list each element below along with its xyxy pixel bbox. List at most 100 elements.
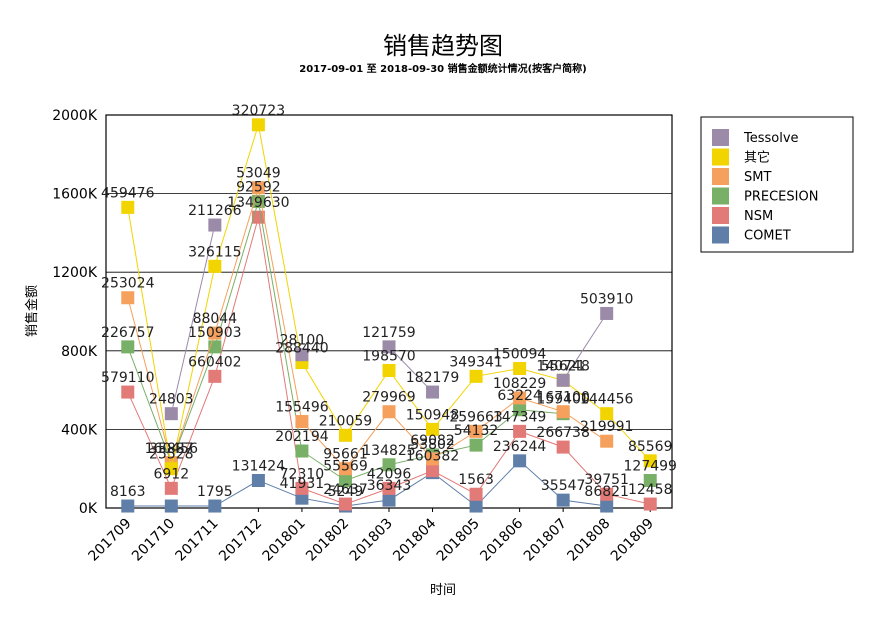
data-point — [513, 361, 527, 375]
data-point — [208, 326, 222, 340]
data-label: 1563 — [458, 472, 494, 488]
series-smt — [121, 181, 614, 476]
data-point — [513, 391, 527, 405]
data-label: 54132 — [454, 423, 499, 439]
x-tick-label: 201801 — [260, 516, 309, 565]
data-label: 39751 — [584, 472, 629, 488]
y-tick-label: 800K — [61, 344, 98, 360]
legend-label: NSM — [744, 209, 773, 224]
data-label: 202194 — [275, 429, 329, 445]
data-point — [295, 491, 309, 505]
legend-label: PRECESION — [744, 190, 818, 205]
data-label: 41931 — [280, 476, 325, 492]
data-label: 12458 — [628, 482, 673, 498]
data-label: 127499 — [624, 458, 677, 474]
x-axis-title: 时间 — [430, 583, 456, 598]
y-tick-label: 1600K — [52, 187, 98, 203]
data-point — [382, 405, 396, 419]
data-label: 159400 — [536, 392, 589, 408]
series-line — [127, 187, 607, 470]
legend-swatch — [712, 226, 729, 244]
data-label: 150903 — [188, 325, 241, 341]
data-point — [556, 440, 570, 454]
data-point — [295, 481, 309, 495]
legend-swatch — [712, 187, 729, 205]
data-point — [382, 458, 396, 472]
x-tick-labels: 2017092017102017112017122018012018022018… — [85, 508, 657, 565]
data-label: 63224 — [497, 388, 542, 404]
data-label: 219991 — [580, 419, 633, 435]
data-label: 86821 — [584, 484, 629, 500]
legend: Tessolve 其它 SMT PRECESION NSM COMET — [700, 116, 854, 253]
data-point — [121, 385, 135, 399]
data-label: 155496 — [275, 400, 329, 416]
data-point — [643, 497, 657, 511]
data-label: 349341 — [449, 354, 502, 370]
data-label: 69082 — [410, 433, 455, 449]
data-point — [600, 487, 614, 501]
data-label: 36343 — [367, 478, 412, 494]
data-label: 55569 — [323, 458, 368, 474]
data-label: 1795 — [197, 484, 233, 500]
data-point — [208, 369, 222, 383]
data-label: 160456 — [145, 441, 199, 457]
data-point — [251, 181, 265, 195]
data-label: 55621 — [541, 358, 586, 374]
data-label: 121759 — [362, 325, 415, 341]
data-point — [121, 200, 135, 214]
data-point — [208, 499, 222, 513]
data-label: 279969 — [362, 390, 415, 406]
y-tick-label: 400K — [61, 422, 98, 438]
data-label: 1349630 — [227, 195, 289, 211]
data-label: 211266 — [188, 203, 242, 219]
data-point — [121, 499, 135, 513]
legend-swatch — [712, 148, 729, 166]
data-point — [251, 118, 265, 132]
series-layer — [121, 118, 657, 513]
data-label: 88044 — [193, 311, 238, 327]
x-tick-label: 201809 — [608, 516, 657, 565]
data-point — [382, 481, 396, 495]
data-label: 24803 — [149, 392, 194, 408]
data-point — [338, 462, 352, 476]
series-line — [562, 313, 608, 381]
data-point — [600, 499, 614, 513]
data-label: 85569 — [628, 439, 673, 455]
data-point — [469, 438, 483, 452]
data-label: 459476 — [101, 185, 155, 201]
data-label: 150094 — [493, 346, 547, 362]
data-label: 147349 — [493, 409, 546, 425]
data-point — [382, 363, 396, 377]
data-label: 259663 — [449, 409, 502, 425]
data-label: 660402 — [188, 354, 241, 370]
data-label: 92592 — [236, 179, 281, 195]
data-label: 226757 — [101, 325, 154, 341]
data-point — [382, 340, 396, 354]
data-point — [295, 444, 309, 458]
data-label: 320723 — [232, 103, 285, 119]
data-label: 35547 — [541, 478, 586, 494]
legend-label: Tessolve — [743, 131, 799, 146]
data-label: 95661 — [323, 447, 368, 463]
data-point — [426, 385, 440, 399]
data-label: 253024 — [101, 276, 155, 292]
x-tick-label: 201709 — [85, 516, 134, 565]
data-label: 140748 — [536, 358, 589, 374]
data-point — [164, 462, 178, 476]
data-label: 144456 — [580, 392, 634, 408]
x-tick-label: 201805 — [434, 516, 483, 565]
series-line — [170, 224, 216, 414]
data-label: 108229 — [493, 376, 546, 392]
chart-subtitle: 2017-09-01 至 2018-09-30 销售金额统计情况(按客户简称) — [299, 62, 587, 75]
data-label: 326115 — [188, 244, 241, 260]
data-label: 210059 — [319, 413, 372, 429]
legend-swatch — [712, 168, 729, 185]
data-point — [208, 218, 222, 232]
data-point — [208, 259, 222, 273]
x-tick-label: 201710 — [129, 516, 178, 565]
data-point — [643, 473, 657, 487]
series-line — [127, 460, 607, 507]
data-label: 6912 — [153, 466, 189, 482]
